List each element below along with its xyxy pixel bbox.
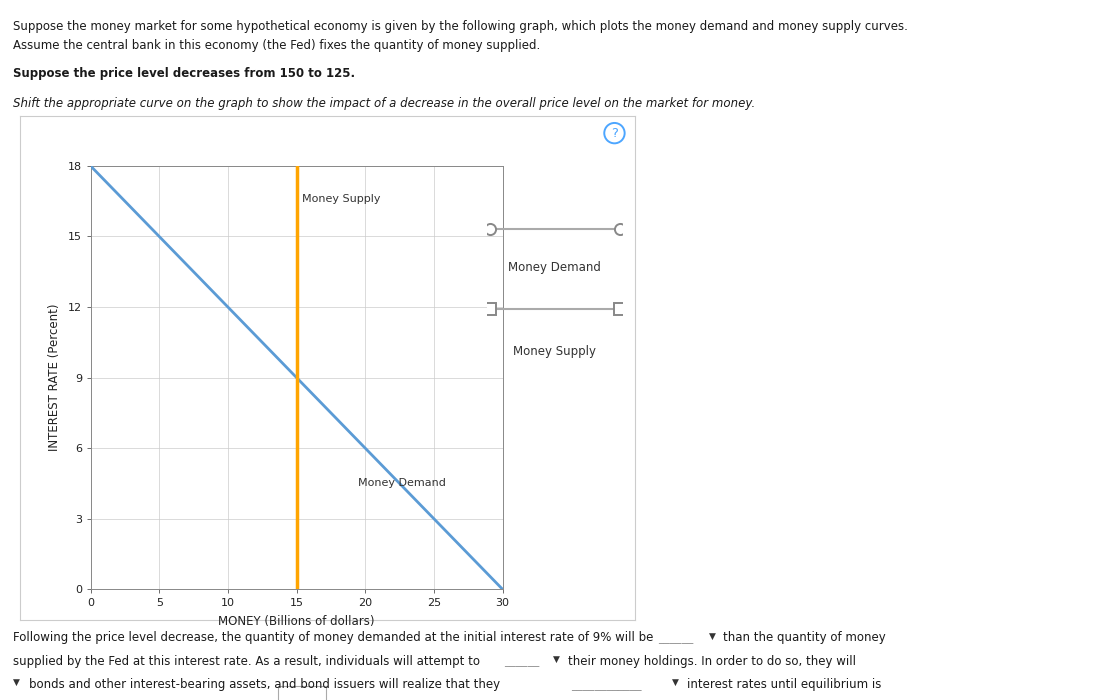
- Text: ▼: ▼: [13, 678, 20, 687]
- Text: Money Demand: Money Demand: [358, 478, 446, 489]
- X-axis label: MONEY (Billions of dollars): MONEY (Billions of dollars): [218, 615, 375, 627]
- Y-axis label: INTEREST RATE (Percent): INTEREST RATE (Percent): [48, 304, 61, 452]
- Text: ______: ______: [504, 654, 539, 668]
- Text: interest rates until equilibrium is: interest rates until equilibrium is: [687, 678, 880, 691]
- Text: than the quantity of money: than the quantity of money: [723, 631, 886, 645]
- Text: Assume the central bank in this economy (the Fed) fixes the quantity of money su: Assume the central bank in this economy …: [13, 38, 540, 52]
- Text: ____________: ____________: [571, 678, 641, 691]
- Text: Money Supply: Money Supply: [514, 345, 596, 358]
- Text: their money holdings. In order to do so, they will: their money holdings. In order to do so,…: [568, 654, 855, 668]
- Text: ?: ?: [611, 127, 618, 139]
- Text: Money Demand: Money Demand: [508, 262, 602, 274]
- Text: Shift the appropriate curve on the graph to show the impact of a decrease in the: Shift the appropriate curve on the graph…: [13, 97, 756, 110]
- Text: Suppose the price level decreases from 150 to 125.: Suppose the price level decreases from 1…: [13, 66, 355, 80]
- Text: ▼: ▼: [672, 678, 679, 687]
- Text: Money Supply: Money Supply: [302, 194, 380, 204]
- Text: bonds and other interest-bearing assets, and bond issuers will realize that they: bonds and other interest-bearing assets,…: [29, 678, 500, 691]
- Text: ______: ______: [658, 631, 693, 645]
- Text: Following the price level decrease, the quantity of money demanded at the initia: Following the price level decrease, the …: [13, 631, 653, 645]
- Text: supplied by the Fed at this interest rate. As a result, individuals will attempt: supplied by the Fed at this interest rat…: [13, 654, 480, 668]
- Text: Suppose the money market for some hypothetical economy is given by the following: Suppose the money market for some hypoth…: [13, 20, 908, 33]
- Text: ▼: ▼: [709, 631, 715, 640]
- Text: ▼: ▼: [553, 654, 560, 664]
